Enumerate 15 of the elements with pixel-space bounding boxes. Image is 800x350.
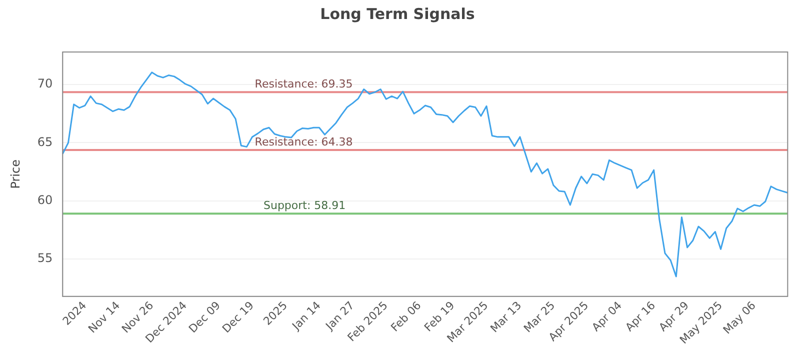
x-tick-label: Apr 16 (622, 298, 658, 334)
y-tick-label: 65 (37, 134, 53, 149)
chart-title: Long Term Signals (320, 4, 475, 23)
ref-line-label: Support: 58.91 (263, 198, 346, 212)
x-tick-label: Nov 14 (86, 298, 123, 336)
y-tick-label: 55 (37, 251, 53, 266)
x-tick-label: Feb 06 (388, 298, 424, 334)
y-tick-label: 60 (37, 193, 53, 208)
x-tick-label: Apr 04 (589, 298, 625, 334)
x-tick-label: Mar 13 (488, 298, 524, 336)
ref-line-label: Resistance: 64.38 (254, 135, 353, 148)
y-tick-label: 70 (37, 76, 53, 91)
ref-line-label: Resistance: 69.35 (254, 77, 353, 90)
y-axis-title: Price (8, 160, 22, 189)
x-tick-label: Jan 14 (289, 298, 324, 334)
